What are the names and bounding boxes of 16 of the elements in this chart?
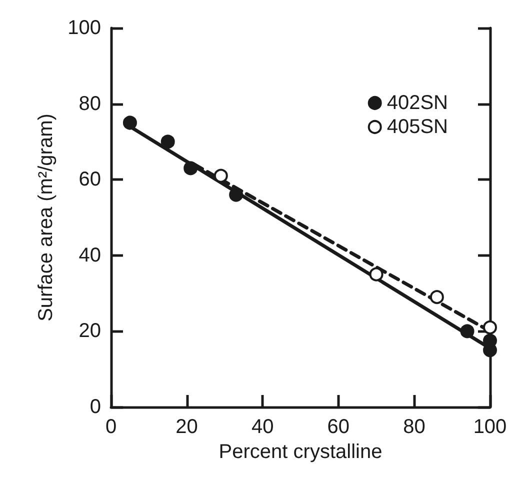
legend-label: 402SN xyxy=(386,92,448,114)
y-tick-label: 80 xyxy=(78,92,101,115)
y-tick-label: 0 xyxy=(90,396,101,418)
x-axis-title: Percent crystalline xyxy=(218,440,382,463)
x-tick-label: 0 xyxy=(105,416,117,438)
x-tick-label: 80 xyxy=(403,416,426,438)
x-tick-label: 40 xyxy=(251,416,274,438)
x-tick-label: 20 xyxy=(176,416,198,438)
y-tick-label: 40 xyxy=(78,244,101,266)
y-tick-label: 20 xyxy=(78,320,101,342)
legend-label: 405SN xyxy=(386,116,448,138)
y-axis-title: Surface area (m²/gram) xyxy=(35,114,57,322)
x-tick-label: 60 xyxy=(327,416,350,438)
y-tick-label: 60 xyxy=(78,168,101,191)
y-tick-label: 100 xyxy=(68,17,101,39)
x-tick-label: 100 xyxy=(473,416,507,438)
